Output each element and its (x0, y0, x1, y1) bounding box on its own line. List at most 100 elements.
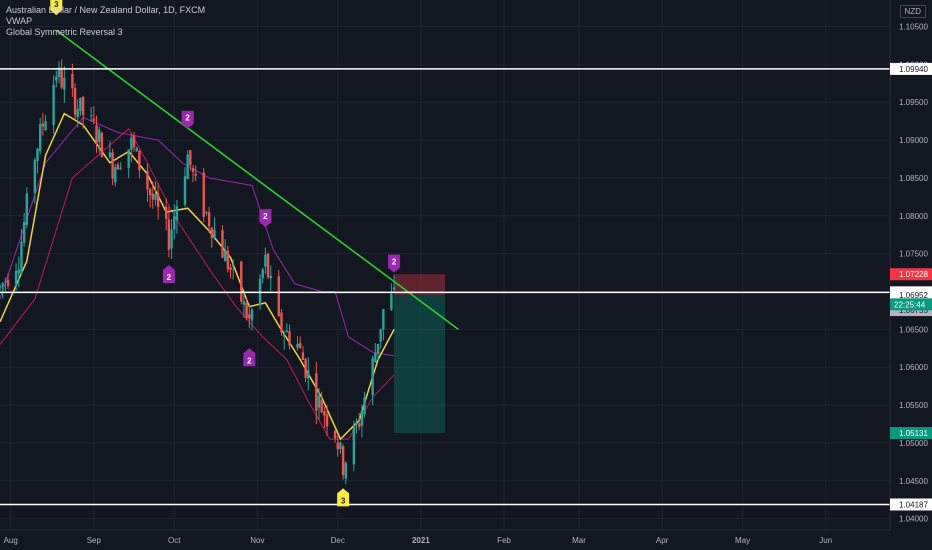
time-axis[interactable]: Aug Sep Oct Nov Dec 2021 Feb Mar Apr May Jun (4, 536, 833, 545)
candle-body (264, 254, 267, 267)
candle-body (97, 129, 101, 142)
price-tag (890, 498, 932, 511)
candle-body (301, 352, 305, 360)
currency-label[interactable]: NZD (899, 5, 926, 18)
candle-body (119, 167, 122, 169)
price-tag-label: 1.09940 (899, 65, 928, 74)
candle-body (277, 276, 280, 316)
y-tick-label: 1.06000 (899, 363, 928, 372)
reversal-marker-label: 3 (341, 496, 346, 505)
candle-body (363, 397, 366, 415)
candle-body (355, 423, 358, 425)
x-tick-label: 2021 (412, 536, 430, 545)
x-tick-label: Nov (250, 536, 264, 545)
position-zones (394, 274, 445, 434)
countdown-label: 22:25:44 (894, 300, 926, 309)
reversal-marker (162, 265, 175, 283)
candle-body (341, 446, 345, 476)
candle-body (17, 269, 20, 274)
candle-body (285, 330, 289, 333)
candle-body (296, 343, 299, 348)
candle-body (194, 173, 197, 176)
candle-body (76, 108, 79, 118)
candle-body (325, 414, 329, 427)
candle-body (36, 148, 39, 162)
x-tick-label: Jun (819, 536, 832, 545)
candle-body (81, 96, 85, 116)
candle-body (57, 67, 61, 78)
price-tag (890, 289, 932, 302)
indicator-reversal-label[interactable]: Global Symmetric Reversal 3 (6, 27, 123, 37)
y-tick-label: 1.07500 (899, 250, 928, 259)
candle-body (207, 212, 211, 227)
price-tag-label: 1.06952 (899, 291, 928, 300)
candle-body (73, 87, 77, 115)
y-tick-label: 1.05500 (899, 401, 928, 410)
candle-body (165, 206, 168, 220)
x-tick-label: Apr (656, 536, 669, 545)
y-tick-label: 1.08500 (899, 174, 928, 183)
x-tick-label: Sep (87, 536, 102, 545)
candle-body (344, 462, 348, 479)
candle-body (280, 312, 283, 333)
candle-body (223, 250, 227, 262)
candle-body (25, 193, 29, 226)
candle-body (242, 300, 246, 305)
candle-body (138, 150, 141, 171)
symbol-title[interactable]: Australian Dollar / New Zealand Dollar, … (6, 5, 206, 15)
candles (0, 59, 396, 485)
candle-body (111, 152, 114, 179)
candle-body (132, 135, 136, 148)
candle-body (92, 118, 96, 121)
y-tick-label: 1.08000 (899, 212, 928, 221)
x-tick-label: Dec (331, 536, 345, 545)
candle-body (317, 395, 321, 408)
reversal-marker (181, 110, 194, 129)
horizontal-levels (0, 68, 890, 506)
candle-body (333, 430, 337, 439)
candle-body (288, 330, 291, 346)
x-tick-label: Oct (168, 536, 181, 545)
candle-body (390, 293, 393, 310)
candle-body (358, 423, 361, 427)
candle-body (33, 159, 37, 194)
candle-body (226, 250, 230, 270)
candle-body (371, 358, 374, 396)
candle-body (108, 152, 112, 157)
y-tick-label: 1.05000 (899, 439, 928, 448)
candle-body (55, 76, 58, 81)
candle-body (299, 343, 302, 348)
candle-body (221, 230, 224, 258)
chart-legend: Australian Dollar / New Zealand Dollar, … (6, 5, 205, 38)
candle-body (315, 373, 318, 411)
price-tag-label: 1.05131 (899, 429, 928, 438)
x-tick-label: Mar (572, 536, 586, 545)
candle-body (154, 193, 157, 200)
candle-body (148, 189, 152, 196)
candle-body (382, 309, 385, 330)
candle-body (245, 302, 248, 319)
candle-body (250, 309, 254, 321)
candle-body (135, 147, 138, 152)
reversal-marker (259, 209, 272, 228)
reversal-marker-label: 2 (185, 114, 190, 123)
x-tick-label: May (735, 536, 750, 545)
candle-body (170, 229, 173, 249)
candle-body (39, 124, 42, 152)
candle-body (183, 176, 187, 205)
candle-body (336, 442, 339, 450)
indicator-vwap-label[interactable]: VWAP (6, 16, 33, 26)
candle-body (339, 442, 342, 450)
candle-body (4, 281, 7, 283)
candle-body (282, 334, 286, 337)
candle-body (146, 170, 149, 190)
price-tag-label: 1.06755 (899, 306, 928, 315)
candle-body (191, 168, 195, 172)
y-tick-label: 1.10500 (899, 23, 928, 32)
candle-body (261, 269, 264, 278)
candle-body (167, 219, 171, 250)
reversal-marker (243, 348, 256, 367)
candle-body (266, 253, 270, 278)
reversal-marker-label: 2 (392, 258, 397, 267)
